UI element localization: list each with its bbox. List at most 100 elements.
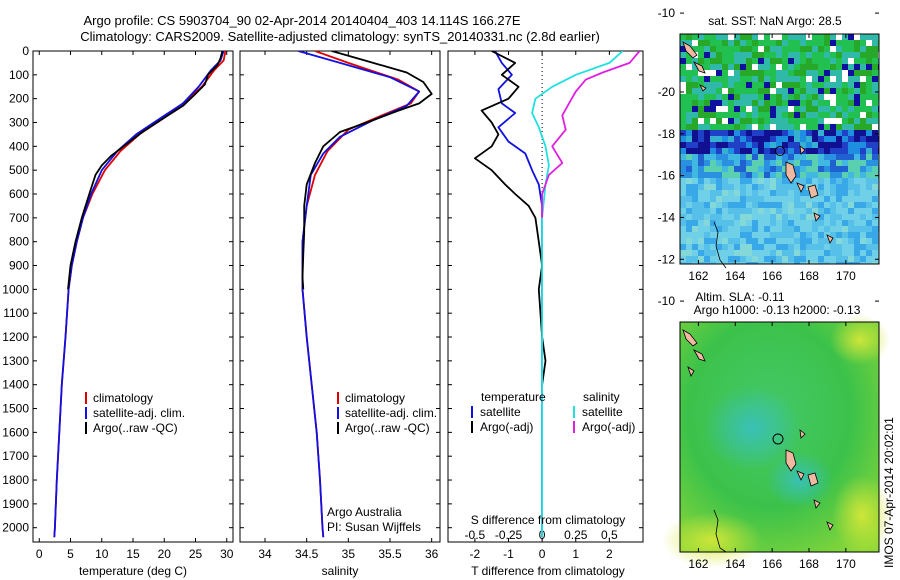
sst-cell (872, 142, 878, 148)
sst-cell (842, 70, 848, 76)
sst-cell (806, 130, 812, 136)
sst-cell (836, 160, 842, 166)
sst-cell (686, 34, 692, 40)
sst-cell (806, 232, 812, 238)
sst-cell (704, 94, 710, 100)
sst-cell (710, 166, 716, 172)
sst-cell (758, 76, 764, 82)
sst-cell (716, 82, 722, 88)
sst-cell (746, 70, 752, 76)
sst-cell (830, 256, 836, 262)
sst-cell (740, 148, 746, 154)
sst-cell (740, 172, 746, 178)
sst-cell (776, 256, 782, 262)
sst-cell (830, 70, 836, 76)
sst-cell (866, 220, 872, 226)
sst-cell (788, 58, 794, 64)
sst-cell (806, 82, 812, 88)
sst-cell (722, 106, 728, 112)
sst-cell (824, 136, 830, 142)
sst-cell (740, 220, 746, 226)
sst-cell (734, 142, 740, 148)
sst-cell (740, 262, 746, 264)
sst-cell (794, 148, 800, 154)
sst-cell (734, 208, 740, 214)
sst-cell (866, 250, 872, 256)
legend-label-satellite: satellite-adj. clim. (345, 406, 437, 420)
salinity-series-satellite-adj-clim (298, 51, 421, 538)
sst-cell (848, 196, 854, 202)
sst-cell (842, 172, 848, 178)
sst-cell (794, 190, 800, 196)
sst-cell (776, 112, 782, 118)
map-x-tick-label: 170 (836, 269, 856, 283)
sst-cell (794, 88, 800, 94)
sst-cell (770, 82, 776, 88)
sst-cell (806, 100, 812, 106)
sst-cell (836, 142, 842, 148)
sst-cell (800, 34, 806, 40)
sst-cell (728, 76, 734, 82)
sst-cell (872, 94, 878, 100)
sst-cell (818, 202, 824, 208)
sst-cell (716, 64, 722, 70)
sst-cell (680, 100, 686, 106)
sst-cell (854, 124, 860, 130)
sst-cell (848, 118, 854, 124)
sst-cell (806, 178, 812, 184)
sst-cell (746, 214, 752, 220)
sst-cell (872, 58, 878, 64)
sst-cell (866, 142, 872, 148)
x-tick-label-T: -2 (470, 547, 481, 561)
sst-cell (854, 178, 860, 184)
sst-cell (746, 88, 752, 94)
sst-cell (836, 136, 842, 142)
x-tick-label: 25 (189, 547, 203, 561)
sst-cell (866, 52, 872, 58)
sst-cell (704, 70, 710, 76)
temperature-legend: climatology satellite-adj. clim. Argo(..… (85, 391, 185, 435)
sst-cell (686, 40, 692, 46)
sst-cell (698, 232, 704, 238)
sst-cell (800, 190, 806, 196)
y-tick-label: 1500 (2, 402, 29, 416)
sst-cell (836, 172, 842, 178)
sst-cell (842, 82, 848, 88)
sst-cell (740, 208, 746, 214)
sst-cell (794, 106, 800, 112)
sst-cell (854, 166, 860, 172)
sst-cell (788, 202, 794, 208)
credit-institution: Argo Australia (327, 505, 402, 519)
sst-cell (776, 136, 782, 142)
sst-cell (758, 136, 764, 142)
sst-cell (704, 124, 710, 130)
sst-cell (830, 232, 836, 238)
sst-cell (860, 82, 866, 88)
sst-cell (806, 214, 812, 220)
sst-cell (704, 136, 710, 142)
sst-cell (806, 106, 812, 112)
sst-cell (734, 226, 740, 232)
sst-cell (854, 82, 860, 88)
sla-cool-anomaly (704, 386, 800, 470)
sst-cell (692, 166, 698, 172)
map-x-tick-label: 164 (725, 557, 745, 571)
sst-cell (812, 46, 818, 52)
sst-cell (836, 40, 842, 46)
sst-cell (698, 166, 704, 172)
sst-cell (836, 190, 842, 196)
sst-cell (788, 154, 794, 160)
sst-cell (854, 172, 860, 178)
sst-cell (746, 34, 752, 40)
sst-cell (836, 112, 842, 118)
map-y-tick-label: -20 (658, 85, 676, 99)
sst-cell (698, 76, 704, 82)
sst-cell (758, 202, 764, 208)
sst-cell (872, 190, 878, 196)
x-tick-label: 10 (95, 547, 109, 561)
sst-cell (818, 250, 824, 256)
sst-cell (764, 106, 770, 112)
sst-cell (782, 142, 788, 148)
island (785, 161, 797, 184)
sst-cell (686, 94, 692, 100)
